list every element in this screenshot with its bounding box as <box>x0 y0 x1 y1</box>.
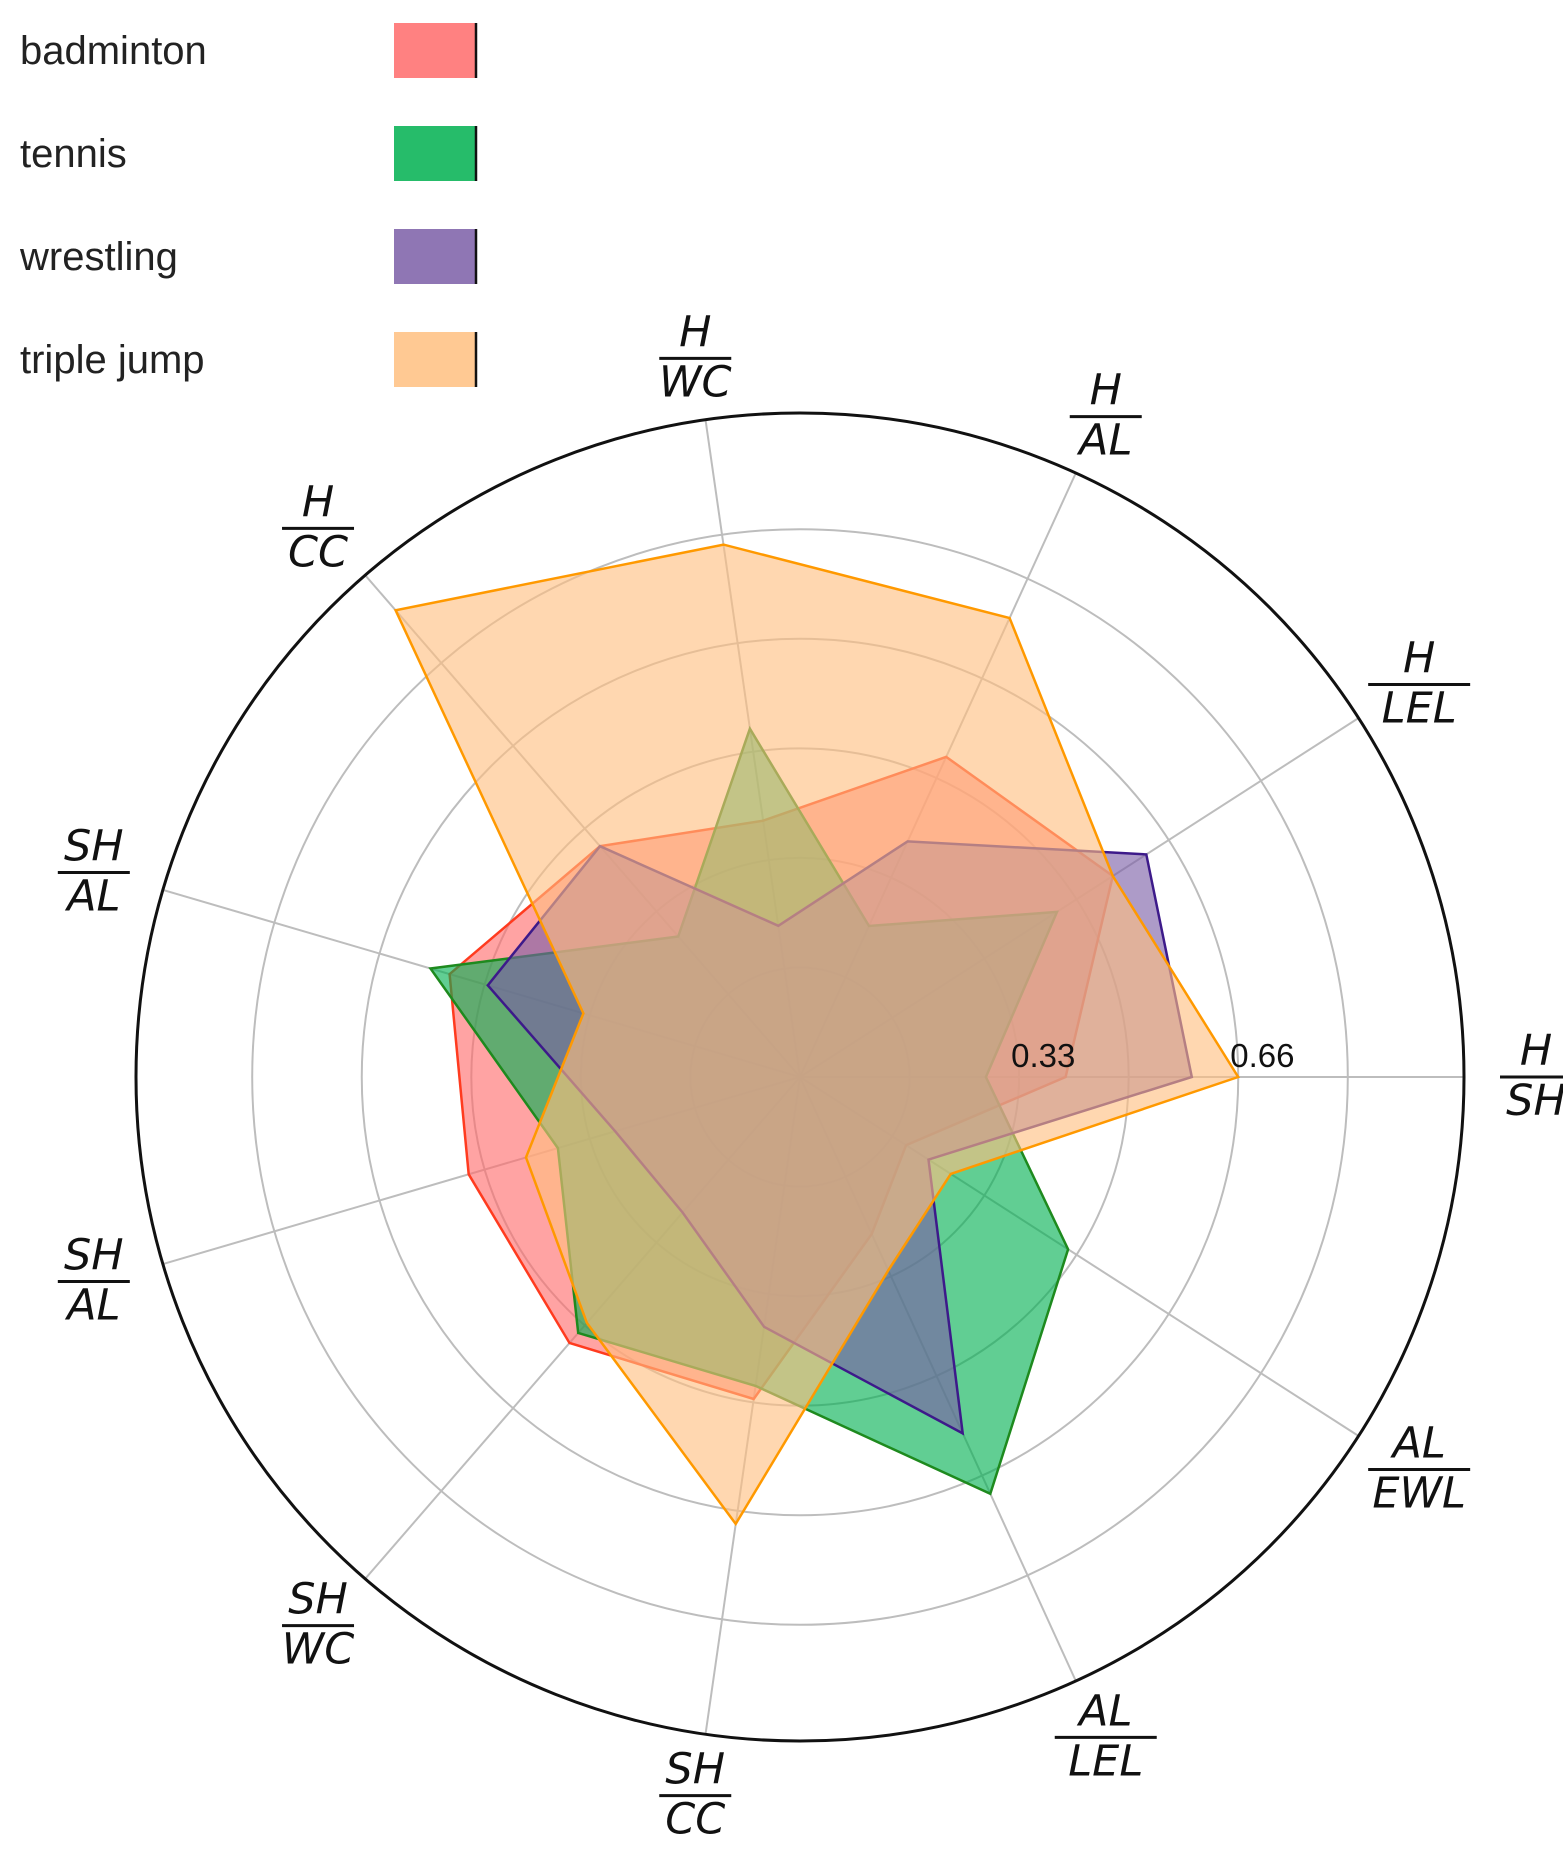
axis-label: HCC <box>282 477 355 577</box>
legend-swatch <box>394 126 476 181</box>
legend-swatch <box>394 229 476 284</box>
legend-swatch <box>394 23 476 78</box>
axis-label-numerator: H <box>1520 1026 1552 1076</box>
legend-label: wrestling <box>19 235 178 279</box>
legend-label: triple jump <box>20 338 205 382</box>
axis-label-numerator: AL <box>1076 1686 1132 1736</box>
axis-label-numerator: H <box>679 307 711 357</box>
radial-tick-label: 0.66 <box>1230 1037 1294 1074</box>
radar-series <box>393 543 1241 1527</box>
axis-label-denominator: CC <box>288 527 348 577</box>
legend: badminton tennis wrestling triple jump <box>19 23 478 387</box>
axis-label-denominator: CC <box>665 1795 725 1845</box>
axis-labels: HSHHLELHALHWCHCCSHALSHALSHWCSHCCALLELALE… <box>57 307 1563 1845</box>
axis-label-denominator: AL <box>1076 416 1132 466</box>
axis-label-numerator: AL <box>1389 1419 1445 1469</box>
axis-label-numerator: H <box>1403 633 1435 683</box>
axis-label-numerator: SH <box>288 1575 348 1625</box>
radial-ticks: 0.33 0.66 <box>1011 1037 1294 1074</box>
axis-label: HAL <box>1069 366 1142 466</box>
axis-label-numerator: SH <box>665 1745 725 1795</box>
axis-label-denominator: LEL <box>1382 683 1457 733</box>
legend-swatch <box>394 332 476 387</box>
axis-label-denominator: AL <box>64 871 120 921</box>
series-polygon-triple-jump <box>393 543 1241 1527</box>
outer-frame <box>134 411 1466 1743</box>
axis-label: HSH <box>1500 1026 1563 1126</box>
axis-label-denominator: SH <box>1506 1076 1563 1126</box>
radial-tick-label: 0.33 <box>1011 1037 1075 1074</box>
legend-label: badminton <box>20 29 207 73</box>
axis-label-denominator: WC <box>282 1625 355 1675</box>
axis-label: HWC <box>659 307 732 407</box>
legend-label: tennis <box>20 132 127 176</box>
axis-label-denominator: WC <box>659 357 732 407</box>
axis-label-denominator: EWL <box>1372 1469 1466 1519</box>
axis-label-numerator: H <box>302 477 334 527</box>
axis-label-numerator: H <box>1090 366 1122 416</box>
axis-label-denominator: AL <box>64 1281 120 1331</box>
axis-label-numerator: SH <box>64 1231 124 1281</box>
grid-circle <box>251 528 1349 1626</box>
axis-label-numerator: SH <box>64 821 124 871</box>
axis-label-denominator: LEL <box>1068 1736 1143 1786</box>
